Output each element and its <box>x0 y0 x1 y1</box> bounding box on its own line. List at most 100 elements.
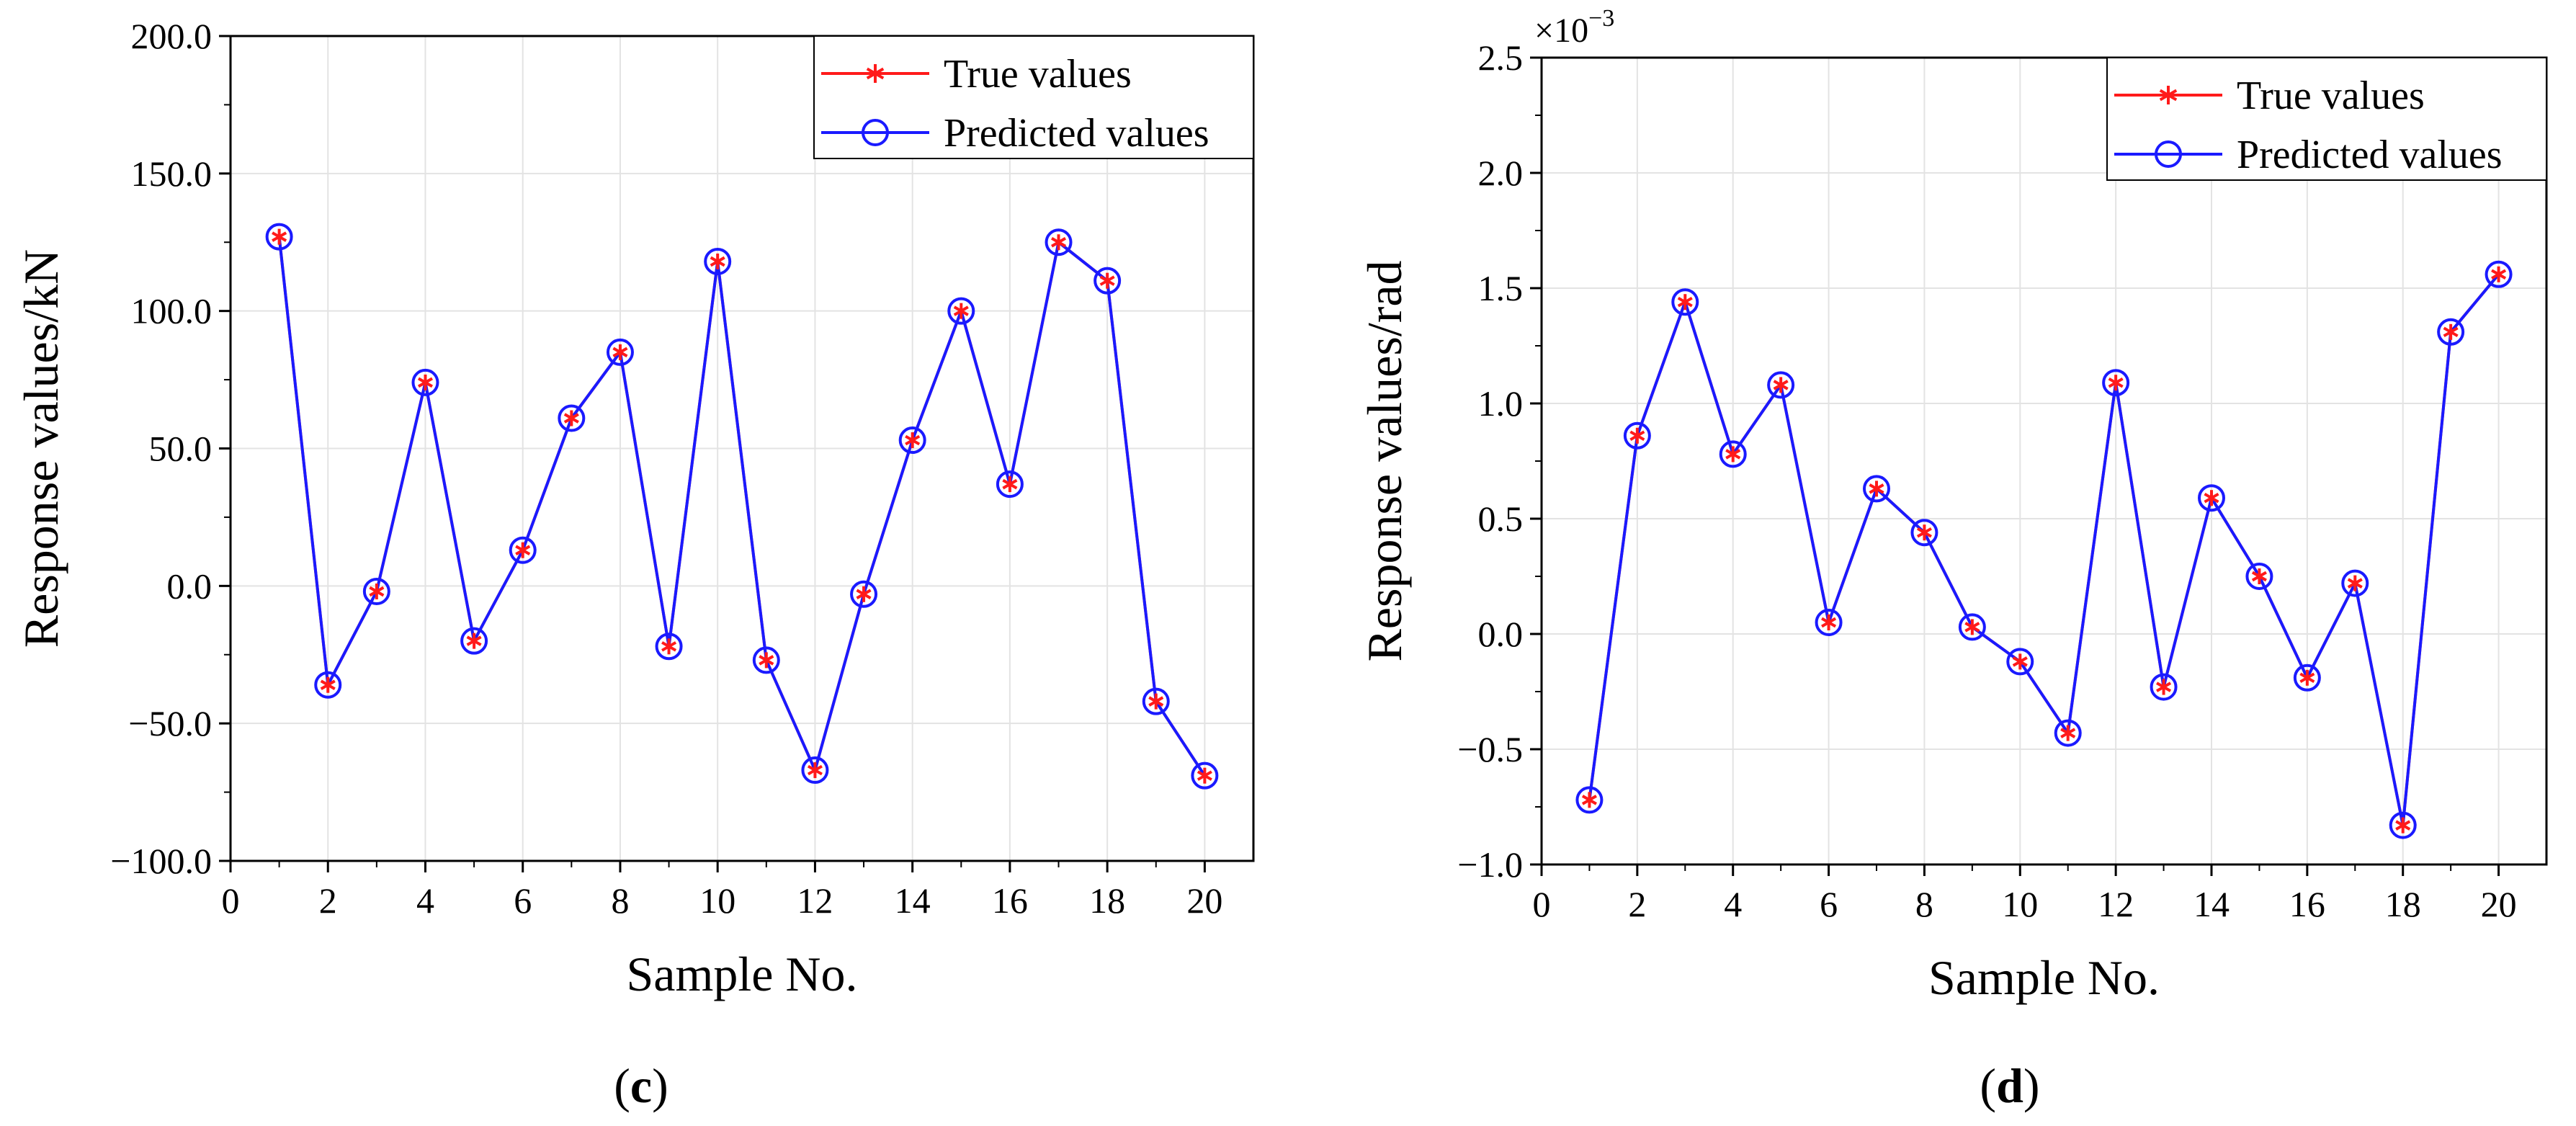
true-value-point <box>1629 427 1645 444</box>
true-value-point <box>417 374 434 390</box>
true-value-point <box>1725 446 1741 463</box>
x-tick-label: 18 <box>2385 884 2421 924</box>
true-value-point <box>856 586 872 602</box>
true-value-point <box>1821 615 1837 630</box>
predicted-value-point <box>1671 288 1699 316</box>
legend-label: Predicted values <box>944 111 1209 156</box>
x-tick-label: 8 <box>611 880 629 921</box>
predicted-value-point <box>2485 260 2513 288</box>
series-line-true-values <box>277 236 1207 777</box>
predicted-value-point <box>2198 484 2225 512</box>
true-value-point <box>2060 725 2076 741</box>
x-tick-label: 2 <box>319 880 337 921</box>
legend-marker-circle <box>2155 140 2182 168</box>
y-tick-label: 1.0 <box>1478 383 1524 424</box>
predicted-value-point <box>1191 761 1219 790</box>
x-tick-label: 20 <box>1186 880 1222 921</box>
axis-scale-exponent: −3 <box>1588 5 1614 32</box>
predicted-value-point <box>509 536 537 564</box>
asterisk-stroke <box>2395 820 2411 831</box>
asterisk-stroke <box>1677 296 1693 308</box>
y-tick-label: −0.5 <box>1457 729 1523 769</box>
true-value-point <box>710 253 725 269</box>
true-value-point <box>1964 619 1980 635</box>
true-value-point <box>953 303 969 319</box>
predicted-value-point <box>2341 569 2369 597</box>
true-value-point <box>466 633 482 649</box>
asterisk-stroke <box>2491 269 2507 280</box>
true-value-point <box>1581 792 1597 808</box>
asterisk-stroke <box>1725 449 1741 460</box>
asterisk-stroke <box>2299 672 2315 684</box>
true-value-point <box>2108 375 2124 391</box>
true-value-point <box>759 652 774 669</box>
predicted-value-point <box>1863 475 1890 503</box>
true-value-point <box>1002 476 1018 493</box>
x-tick-label: 16 <box>992 880 1028 921</box>
predicted-value-point <box>1958 613 1986 641</box>
predicted-value-point <box>752 646 780 674</box>
x-axis-title: Sample No. <box>626 947 857 1001</box>
asterisk-stroke <box>905 434 921 446</box>
axis-scale-label: ×10−3 <box>1534 5 1614 50</box>
x-tick-label: 10 <box>2002 884 2038 924</box>
true-value-point <box>807 762 823 779</box>
predicted-value-point <box>1910 519 1938 547</box>
asterisk-stroke <box>661 641 677 652</box>
true-value-point <box>2156 679 2172 695</box>
x-tick-label: 12 <box>2098 884 2134 924</box>
asterisk-stroke <box>1197 770 1212 781</box>
legend-label: Predicted values <box>2237 133 2503 177</box>
predicted-value-point <box>655 633 683 661</box>
panel-caption: (c) <box>614 1058 668 1113</box>
predicted-value-point <box>1767 371 1795 399</box>
asterisk-stroke <box>515 545 531 555</box>
asterisk-stroke <box>563 413 579 424</box>
asterisk-stroke <box>807 764 823 776</box>
predicted-value-point <box>2054 719 2082 747</box>
predicted-value-point <box>2437 318 2465 346</box>
y-tick-label: −1.0 <box>1457 844 1523 885</box>
predicted-value-point <box>1094 267 1122 295</box>
predicted-value-point <box>606 338 634 366</box>
chart-panel-c: 0 2 4 6 8 10 12 14 16 18 20 −100.0 −50.0 0.0 50.0 100.0… <box>14 16 1255 1113</box>
y-tick-label: 2.5 <box>1478 37 1524 78</box>
series-line-true-values <box>1588 273 2500 826</box>
true-value-point <box>1869 481 1884 497</box>
asterisk-stroke <box>612 347 628 358</box>
caption-open-paren: ( <box>614 1058 630 1113</box>
x-tick-label: 10 <box>699 880 735 921</box>
asterisk-stroke <box>953 305 969 316</box>
asterisk-stroke <box>2159 89 2178 102</box>
x-tick-label: 4 <box>1724 884 1742 924</box>
asterisk-stroke <box>2060 728 2076 738</box>
series-line-predicted-values <box>277 236 1207 777</box>
x-tick-label: 6 <box>1820 884 1838 924</box>
legend-marker-asterisk <box>866 64 885 83</box>
asterisk-stroke <box>2012 656 2028 667</box>
grid-lines <box>230 35 1253 862</box>
y-tick-label: −100.0 <box>110 841 212 881</box>
legend-marker-circle <box>862 119 889 146</box>
true-value-point <box>320 676 336 693</box>
y-tick-label: 100.0 <box>131 291 213 331</box>
asterisk-stroke <box>272 231 287 242</box>
asterisk-stroke <box>1964 622 1980 633</box>
legend-marker-asterisk <box>2159 86 2178 104</box>
asterisk-stroke <box>2347 578 2363 589</box>
predicted-value-point <box>1719 440 1747 468</box>
panel-letter: d <box>1996 1058 2023 1113</box>
true-value-point <box>2012 653 2028 670</box>
true-value-point <box>2443 323 2459 340</box>
true-value-point <box>661 638 677 655</box>
panel-caption: (d) <box>1980 1058 2039 1113</box>
caption-open-paren: ( <box>1980 1058 1996 1113</box>
asterisk-stroke <box>1773 380 1789 390</box>
true-value-point <box>1050 234 1067 251</box>
predicted-value-point <box>2293 663 2321 692</box>
asterisk-stroke <box>2443 326 2459 338</box>
predicted-value-point <box>2389 811 2417 839</box>
y-tick-label: 150.0 <box>131 153 213 194</box>
x-axis-title: Sample No. <box>1928 950 2160 1005</box>
asterisk-stroke <box>2251 571 2267 582</box>
